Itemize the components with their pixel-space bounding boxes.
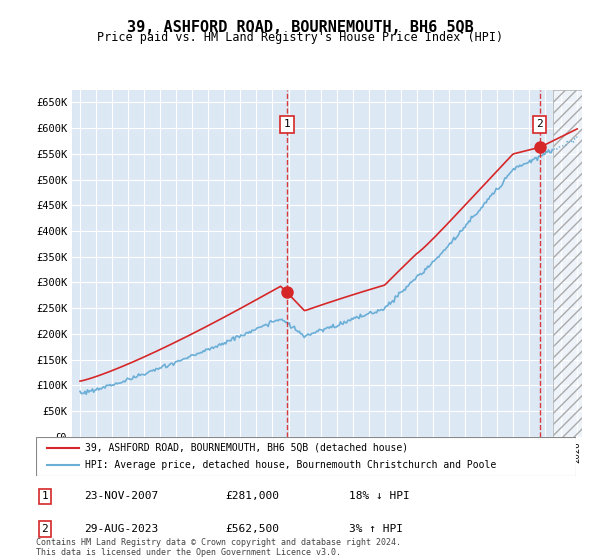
Text: 39, ASHFORD ROAD, BOURNEMOUTH, BH6 5QB: 39, ASHFORD ROAD, BOURNEMOUTH, BH6 5QB — [127, 20, 473, 35]
Text: Price paid vs. HM Land Registry's House Price Index (HPI): Price paid vs. HM Land Registry's House … — [97, 31, 503, 44]
Text: 39, ASHFORD ROAD, BOURNEMOUTH, BH6 5QB (detached house): 39, ASHFORD ROAD, BOURNEMOUTH, BH6 5QB (… — [85, 443, 408, 453]
Text: HPI: Average price, detached house, Bournemouth Christchurch and Poole: HPI: Average price, detached house, Bour… — [85, 460, 496, 470]
Text: Contains HM Land Registry data © Crown copyright and database right 2024.
This d: Contains HM Land Registry data © Crown c… — [36, 538, 401, 557]
Text: 2: 2 — [41, 524, 48, 534]
Text: 3% ↑ HPI: 3% ↑ HPI — [349, 524, 403, 534]
Bar — [553, 90, 585, 437]
Text: 2: 2 — [536, 119, 543, 129]
Text: 23-NOV-2007: 23-NOV-2007 — [85, 491, 159, 501]
Bar — [553, 90, 585, 437]
Text: £562,500: £562,500 — [225, 524, 279, 534]
Text: 1: 1 — [41, 491, 48, 501]
Text: £281,000: £281,000 — [225, 491, 279, 501]
Text: 18% ↓ HPI: 18% ↓ HPI — [349, 491, 410, 501]
Text: 29-AUG-2023: 29-AUG-2023 — [85, 524, 159, 534]
Text: 1: 1 — [284, 119, 290, 129]
